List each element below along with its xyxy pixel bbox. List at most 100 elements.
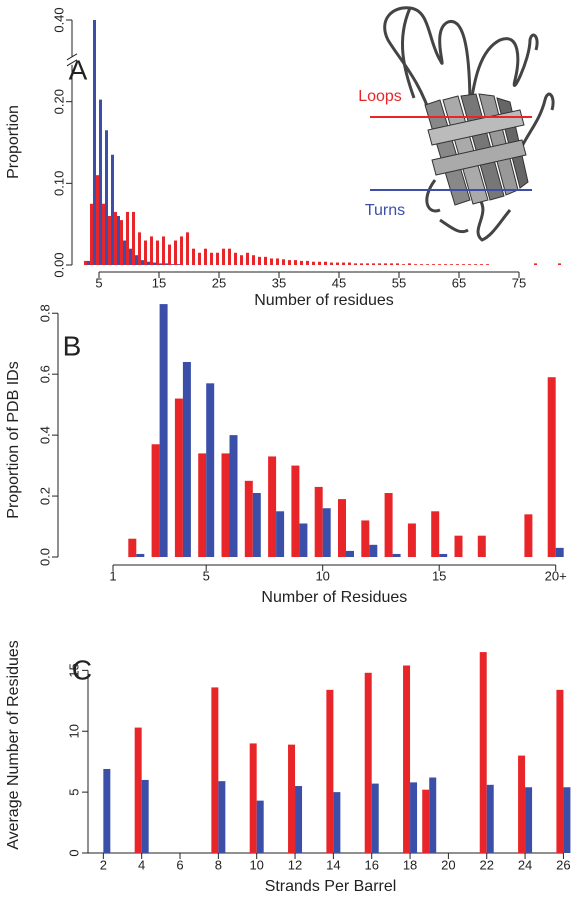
bar bbox=[162, 236, 165, 265]
bar bbox=[558, 263, 561, 265]
bar bbox=[525, 787, 533, 853]
bar bbox=[135, 255, 138, 265]
bar bbox=[372, 263, 375, 265]
y-tick-label: 0.0 bbox=[37, 548, 52, 566]
y-tick-label: 15 bbox=[66, 663, 81, 677]
y-tick-label: 0.4 bbox=[37, 426, 52, 444]
panel-letter: C bbox=[72, 654, 92, 685]
bar bbox=[123, 240, 126, 265]
y-tick-label: 0.40 bbox=[51, 7, 66, 32]
x-axis-title: Strands Per Barrel bbox=[265, 878, 397, 895]
bar bbox=[204, 248, 207, 265]
bar bbox=[165, 263, 168, 265]
bar bbox=[378, 263, 381, 265]
bar bbox=[371, 783, 379, 853]
bar bbox=[426, 264, 429, 265]
bar bbox=[268, 456, 277, 557]
bar bbox=[174, 240, 177, 265]
bar bbox=[117, 216, 120, 265]
bar bbox=[221, 453, 230, 557]
bar bbox=[141, 779, 149, 853]
x-axis-title: Number of residues bbox=[254, 292, 394, 309]
bar bbox=[295, 786, 303, 853]
bar bbox=[288, 744, 296, 853]
bar bbox=[299, 523, 308, 557]
bar bbox=[450, 264, 453, 265]
bar bbox=[547, 377, 556, 557]
bar bbox=[132, 211, 135, 265]
bar bbox=[99, 99, 102, 265]
bar bbox=[364, 672, 372, 853]
x-tick-label: 55 bbox=[392, 275, 406, 290]
bar bbox=[252, 255, 255, 265]
x-tick-label: 20+ bbox=[545, 568, 567, 583]
bar bbox=[342, 262, 345, 265]
x-tick-label: 2 bbox=[100, 857, 107, 872]
bar bbox=[171, 264, 174, 265]
bar bbox=[186, 232, 189, 265]
bar bbox=[346, 550, 354, 557]
bar bbox=[338, 499, 346, 557]
x-tick-label: 10 bbox=[315, 568, 329, 583]
bar bbox=[326, 689, 334, 853]
annotation-label: Turns bbox=[365, 202, 405, 219]
bar bbox=[211, 687, 219, 853]
bar bbox=[90, 203, 93, 265]
bar bbox=[258, 256, 261, 265]
bar bbox=[330, 262, 333, 265]
bar bbox=[111, 154, 114, 265]
bar bbox=[108, 216, 111, 265]
bar bbox=[300, 260, 303, 265]
bar bbox=[556, 689, 564, 853]
bar bbox=[282, 259, 285, 265]
x-tick-label: 14 bbox=[326, 857, 340, 872]
bar bbox=[147, 261, 150, 265]
bar bbox=[105, 130, 108, 265]
x-tick-label: 12 bbox=[288, 857, 302, 872]
bar bbox=[150, 236, 153, 265]
bar bbox=[103, 768, 111, 853]
x-tick-label: 15 bbox=[152, 275, 166, 290]
x-tick-label: 35 bbox=[272, 275, 286, 290]
bar bbox=[156, 240, 159, 265]
bar bbox=[218, 781, 226, 853]
bar bbox=[403, 665, 411, 853]
x-tick-label: 16 bbox=[364, 857, 378, 872]
annotation-label: Loops bbox=[358, 88, 402, 105]
bar bbox=[306, 260, 309, 265]
bar bbox=[234, 252, 237, 265]
bar bbox=[348, 262, 351, 265]
x-tick-label: 8 bbox=[215, 857, 222, 872]
bar bbox=[420, 264, 423, 265]
x-tick-label: 1 bbox=[109, 568, 116, 583]
bar bbox=[276, 258, 279, 265]
bar bbox=[312, 261, 315, 265]
bar bbox=[120, 220, 123, 265]
y-tick-label: 0.20 bbox=[51, 89, 66, 114]
bar bbox=[444, 264, 447, 265]
bar bbox=[222, 248, 225, 265]
bar bbox=[180, 236, 183, 265]
bar bbox=[438, 264, 441, 265]
x-tick-label: 5 bbox=[203, 568, 210, 583]
bar bbox=[252, 493, 261, 557]
y-tick-label: 5 bbox=[66, 789, 81, 796]
bar bbox=[291, 465, 300, 557]
bar bbox=[288, 260, 291, 265]
axis-break-gap bbox=[68, 56, 76, 65]
bar bbox=[264, 256, 267, 265]
bar bbox=[384, 493, 393, 557]
bar bbox=[431, 511, 440, 557]
bar bbox=[256, 800, 264, 853]
bar bbox=[369, 544, 378, 557]
bar bbox=[228, 248, 231, 265]
bar bbox=[336, 262, 339, 265]
bar bbox=[422, 789, 430, 853]
bar bbox=[474, 264, 477, 265]
bar bbox=[244, 480, 253, 557]
bar bbox=[174, 398, 183, 557]
x-axis-title: Number of Residues bbox=[261, 589, 407, 606]
bar bbox=[138, 232, 141, 265]
bar bbox=[354, 263, 357, 265]
bar bbox=[198, 252, 201, 265]
